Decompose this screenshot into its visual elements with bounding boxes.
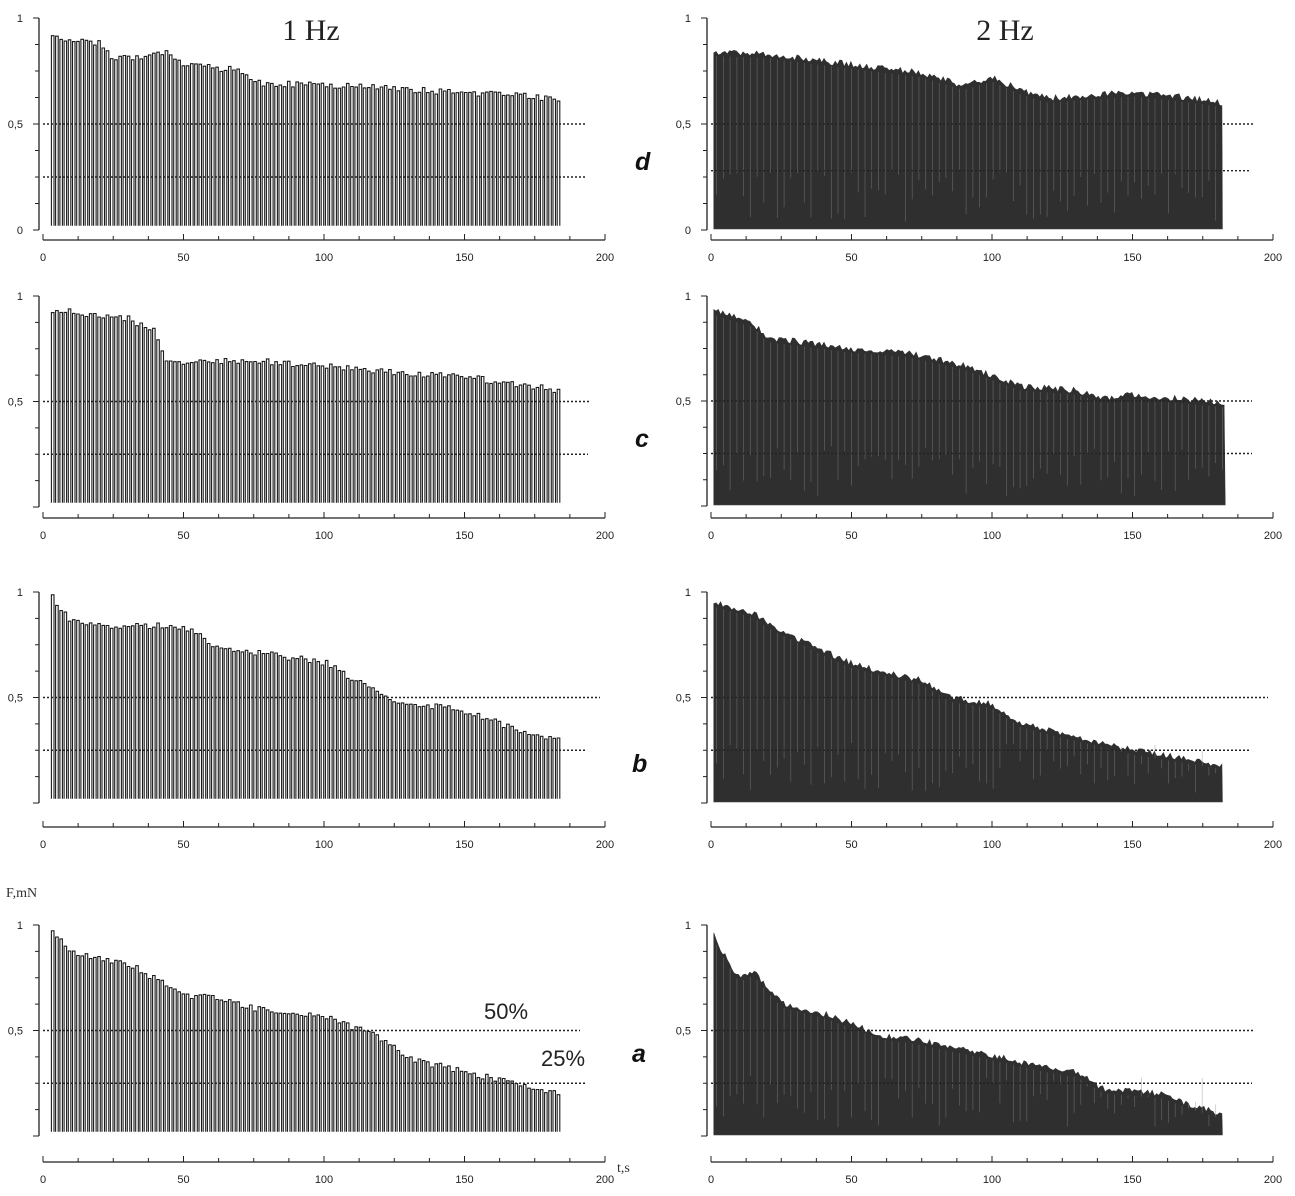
row-letter-b: b [632,750,647,778]
y-tick-label: 1 [17,13,23,25]
x-tick-label: 50 [845,252,857,264]
y-tick-label: 0,5 [8,119,23,131]
x-tick-label: 100 [983,530,1001,542]
force-trace [713,49,1223,230]
y-tick-label: 0,5 [676,693,691,705]
x-tick-label: 150 [455,1174,473,1186]
y-tick-label: 1 [685,291,691,303]
force-trace [50,594,561,799]
panel-b-1hz: 0,5 1 0 50 100 150 200 [8,587,614,851]
x-tick-label: 150 [455,839,473,851]
force-trace-path [50,35,561,226]
x-tick-label: 150 [1123,530,1141,542]
force-trace-path [50,594,561,799]
force-trace-fill [713,309,1226,506]
force-trace [50,35,561,226]
y-tick-label: 1 [17,920,23,932]
x-tick-label: 200 [1264,252,1282,264]
x-tick-label: 200 [596,1174,614,1186]
y-tick-label: 1 [17,587,23,599]
force-trace [713,932,1223,1136]
force-trace-texture [716,945,1217,1128]
row-letter-a: a [632,1040,646,1068]
y-tick-label: 0 [685,225,691,237]
x-tick-label: 50 [845,1174,857,1186]
panel-c-1hz: 0,5 1 0 50 100 150 200 [8,291,614,542]
y-tick-label: 1 [685,587,691,599]
x-tick-label: 50 [177,252,189,264]
x-tick-label: 200 [1264,839,1282,851]
annotation-50-percent: 50% [484,999,528,1024]
y-tick-label: 0,5 [676,1026,691,1038]
x-tick-label: 0 [40,839,46,851]
panel-c-2hz: 0,5 1 0 50 100 150 200 [676,291,1282,542]
y-tick-label: 0,5 [676,119,691,131]
force-trace-texture [716,607,1217,793]
x-tick-label: 150 [1123,252,1141,264]
y-tick-label: 0 [17,225,23,237]
x-tick-label: 0 [708,252,714,264]
y-tick-label: 1 [685,13,691,25]
force-trace-fill [713,932,1223,1136]
force-trace-path [50,308,561,503]
y-tick-label: 1 [17,291,23,303]
x-tick-label: 100 [983,839,1001,851]
x-tick-label: 0 [708,839,714,851]
column-title-2hz: 2 Hz [976,14,1033,47]
panel-d-1hz: 0 0,5 1 0 50 100 150 200 [8,13,614,264]
row-letter-c: c [635,425,649,453]
x-tick-label: 150 [455,530,473,542]
annotation-25-percent: 25% [541,1046,585,1071]
x-tick-label: 0 [40,252,46,264]
x-tick-label: 150 [1123,1174,1141,1186]
force-trace [713,601,1223,803]
x-tick-label: 100 [315,530,333,542]
y-tick-label: 0,5 [8,1026,23,1038]
x-tick-label: 0 [40,530,46,542]
x-tick-label: 100 [983,252,1001,264]
column-title-1hz: 1 Hz [282,14,339,47]
x-tick-label: 50 [177,530,189,542]
x-tick-label: 50 [845,839,857,851]
force-trace [713,309,1226,506]
row-letter-d: d [635,148,651,176]
x-tick-label: 200 [596,839,614,851]
x-tick-label: 100 [315,252,333,264]
x-tick-label: 0 [708,530,714,542]
x-tick-label: 100 [315,839,333,851]
x-tick-label: 100 [315,1174,333,1186]
x-tick-label: 0 [708,1174,714,1186]
y-tick-label: 0,5 [8,397,23,409]
force-trace-texture [716,315,1223,496]
panel-b-2hz: 0,5 1 0 50 100 150 200 [676,587,1282,851]
panel-a-1hz: 0,5 1 0 50 100 150 200 [8,920,614,1186]
panel-a-2hz: 0,5 1 0 50 100 150 200 [676,920,1282,1186]
x-tick-label: 50 [177,839,189,851]
x-tick-label: 50 [845,530,857,542]
y-tick-label: 0,5 [676,396,691,408]
force-trace-path [50,930,561,1132]
x-tick-label: 100 [983,1174,1001,1186]
x-tick-label: 0 [40,1174,46,1186]
force-trace [50,308,561,503]
panel-d-2hz: 0 0,5 1 0 50 100 150 200 [676,13,1282,264]
x-tick-label: 50 [177,1174,189,1186]
x-axis-label: t,s [617,1161,630,1176]
y-tick-label: 1 [685,920,691,932]
y-axis-label: F,mN [6,886,37,901]
force-trace [50,930,561,1132]
x-tick-label: 200 [1264,530,1282,542]
force-trace-texture [716,56,1217,222]
x-tick-label: 150 [1123,839,1141,851]
x-tick-label: 200 [1264,1174,1282,1186]
y-tick-label: 0,5 [8,693,23,705]
force-trace-fill [713,49,1223,230]
x-tick-label: 150 [455,252,473,264]
force-trace-fill [713,601,1223,803]
x-tick-label: 200 [596,530,614,542]
x-tick-label: 200 [596,252,614,264]
